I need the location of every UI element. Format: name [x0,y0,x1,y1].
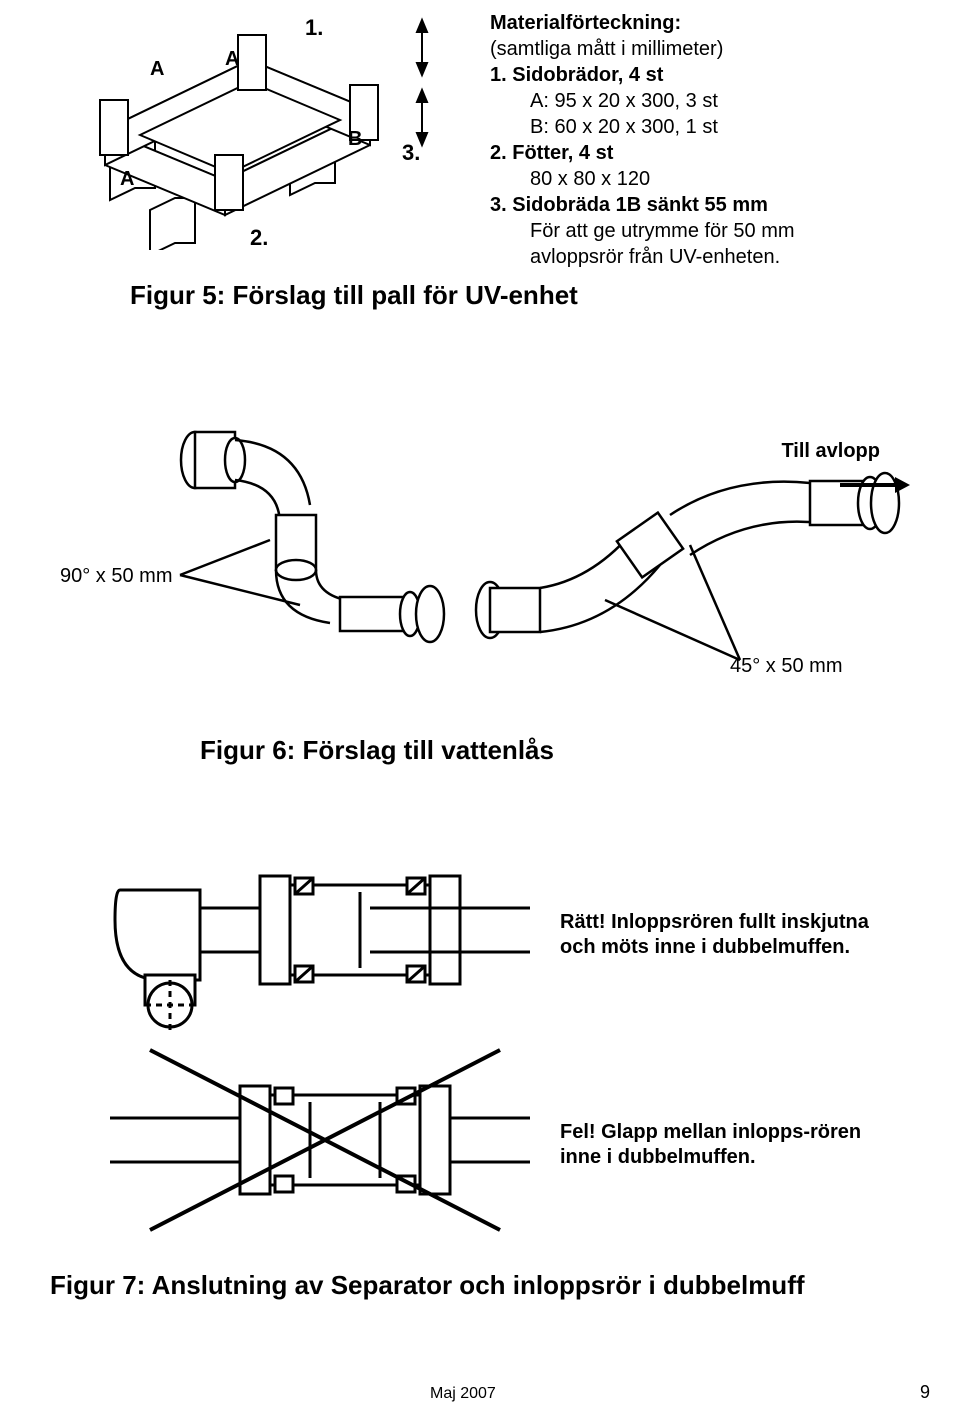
label-a3: A [120,168,134,190]
material-list: Materialförteckning: (samtliga mått i mi… [490,10,920,270]
correct-text: Rätt! Inloppsrören fullt inskjutna och m… [560,910,900,960]
wrong-text: Fel! Glapp mellan inlopps-rören inne i d… [560,1120,900,1170]
material-subheading: (samtliga mått i millimeter) [490,36,920,62]
item3-text1: För att ge utrymme för 50 mm [530,218,920,244]
footer-page: 9 [920,1382,930,1403]
figure-5-area: A A A B 1. 2. 3. Materialförteckning: (s… [50,0,920,310]
label-a1: A [150,58,164,80]
ninety-label: 90° x 50 mm [60,565,172,588]
material-heading: Materialförteckning: [490,10,920,36]
page: A A A B 1. 2. 3. Materialförteckning: (s… [0,0,960,1415]
footer-date: Maj 2007 [430,1385,496,1403]
muff-correct-diagram [110,830,530,1030]
figure-6-area: Till avlopp 90° x 50 mm 45° x 50 mm Figu… [50,405,920,775]
fortyfive-label: 45° x 50 mm [730,655,842,678]
figure-7-area: Rätt! Inloppsrören fullt inskjutna och m… [50,830,920,1340]
item1-title: 1. Sidobrädor, 4 st [490,62,920,88]
item1-b: B: 60 x 20 x 300, 1 st [530,114,920,140]
muff-wrong-diagram [110,1040,530,1240]
till-avlopp-label: Till avlopp [781,440,880,463]
item3-title: 3. Sidobräda 1B sänkt 55 mm [490,192,920,218]
item2-title: 2. Fötter, 4 st [490,140,920,166]
label-2: 2. [250,225,268,250]
figure-5-caption: Figur 5: Förslag till pall för UV-enhet [130,280,578,311]
label-b: B [348,128,362,150]
item2-dim: 80 x 80 x 120 [530,166,920,192]
item3-text2: avloppsrör från UV-enheten. [530,244,920,270]
figure-6-caption: Figur 6: Förslag till vattenlås [200,735,554,766]
label-3: 3. [402,140,420,165]
label-a2: A [225,48,239,70]
figure-7-caption: Figur 7: Anslutning av Separator och inl… [50,1270,920,1301]
item1-a: A: 95 x 20 x 300, 3 st [530,88,920,114]
pallet-diagram: A A A B 1. 2. 3. [50,0,450,250]
arrow-right-icon [840,475,910,495]
label-1: 1. [305,15,323,40]
